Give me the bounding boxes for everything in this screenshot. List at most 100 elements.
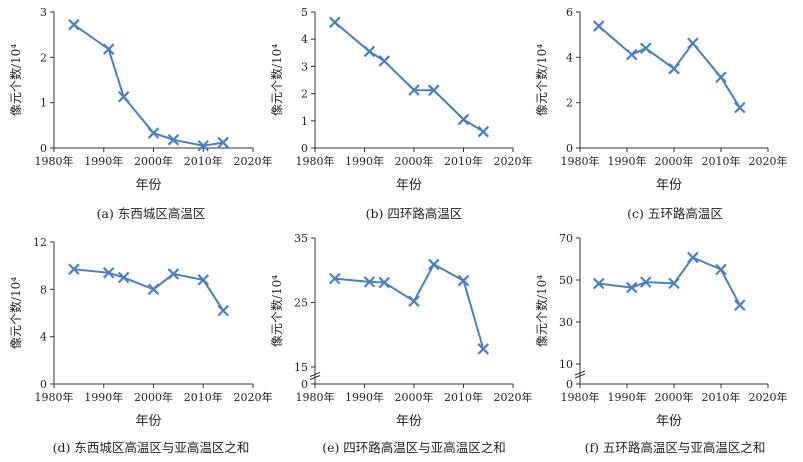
x-tick-label: 2020年 [749,154,788,168]
marker-stroke [68,263,80,275]
marker-stroke [378,55,391,67]
data-point-marker [329,16,341,29]
data-point-marker [715,263,727,276]
marker-stroke [715,71,727,84]
data-point-marker [734,299,746,311]
chart-panel-a: 1980年 1990年 2000年 2010年 2020年 0 1 2 3 像元个数/10⁴ 年份 (… [8,6,273,221]
marker-stroke [408,295,420,307]
chart-panel-d: 1980年 1990年 2000年 2010年 2020年 0 4 8 12 像元个数/10⁴ 年份… [8,236,273,455]
chart-panel-c: 1980年 1990年 2000年 2010年 2020年 0 2 4 6 像元个数/10⁴ 年份 (… [534,6,788,221]
x-tick-label: 2000年 [134,390,173,404]
data-point-marker [167,268,180,280]
data-point-marker [117,90,130,103]
marker-stroke [477,125,490,138]
marker-stroke [687,37,699,50]
data-point-marker [408,84,420,96]
data-point-marker [102,266,115,279]
x-tick-label: 1980年 [561,154,600,168]
marker-stroke [363,45,376,58]
x-axis-label: 年份 [135,178,161,193]
x-tick-label: 1980年 [35,154,74,168]
marker-stroke [477,343,490,355]
x-axis-label: 年份 [656,414,682,429]
marker-stroke [428,258,440,271]
y-tick-label: 30 [559,316,573,329]
y-tick-label: 3 [40,6,47,19]
y-tick-label: 4 [301,33,308,46]
panel-caption: (f) 五环路高温区与亚高温区之和 [585,440,766,455]
data-point-marker [117,271,130,284]
axis-break-mark [574,373,586,379]
y-tick-label: 1 [301,115,308,128]
marker-stroke [625,48,638,61]
marker-stroke [378,276,391,289]
y-tick-label: 0 [301,378,308,391]
y-tick-label: 70 [559,232,573,245]
series-line [73,23,224,147]
data-point-marker [68,18,80,31]
data-point-marker [68,263,80,275]
y-tick-label: 0 [40,142,47,155]
x-tick-label: 2000年 [134,154,173,168]
panel-caption: (a) 东西城区高温区 [97,206,206,221]
marker-stroke [734,101,746,114]
y-tick-label: 50 [559,274,573,287]
chart-panel-e: 1980年 1990年 2000年 2010年 2020年 0 15 25 35 像元个数/10⁴… [269,232,533,455]
x-tick-label: 2010年 [444,154,483,168]
marker-stroke [117,271,130,284]
data-point-marker [378,276,391,289]
x-axis-label: 年份 [135,414,161,429]
data-point-marker [408,295,420,307]
data-point-marker [593,20,605,32]
y-tick-label: 0 [566,378,573,391]
marker-stroke [147,283,160,296]
series-line [598,25,741,109]
x-tick-label: 2010年 [702,390,741,404]
y-tick-label: 6 [566,6,573,19]
series-line [598,256,741,306]
y-tick-label: 4 [566,51,573,64]
marker-stroke [217,136,229,149]
data-point-marker [625,48,638,61]
data-point-marker [687,37,699,50]
data-point-marker [625,281,638,294]
marker-stroke [197,139,210,152]
x-tick-label: 2020年 [234,390,273,404]
data-point-marker [668,62,680,75]
marker-stroke [329,16,341,29]
x-tick-label: 2010年 [184,154,223,168]
marker-stroke [428,84,440,97]
marker-stroke [640,42,652,55]
data-point-marker [715,71,727,84]
y-axis-label: 像元个数/10⁴ [534,44,549,116]
marker-stroke [363,276,376,288]
marker-stroke [167,134,180,146]
data-point-marker [102,43,115,55]
x-tick-label: 2000年 [655,154,694,168]
marker-stroke [715,263,727,276]
y-tick-label: 0 [40,378,47,391]
x-tick-label: 2000年 [655,390,694,404]
x-tick-label: 2020年 [494,154,533,168]
axis-break-mark [309,375,321,380]
marker-stroke [457,113,470,126]
panel-caption: (e) 四环路高温区与亚高温区之和 [322,440,506,455]
data-point-marker [329,272,341,285]
data-point-marker [734,101,746,114]
marker-stroke [593,277,605,290]
data-point-marker [457,113,470,126]
x-tick-label: 1980年 [35,390,74,404]
y-tick-label: 2 [566,97,573,110]
marker-stroke [102,266,115,279]
data-point-marker [428,84,440,97]
marker-stroke [329,272,341,285]
y-axis-label: 像元个数/10⁴ [269,44,284,116]
panel-caption: (d) 东西城区高温区与亚高温区之和 [53,440,250,455]
y-tick-label: 15 [294,361,308,374]
x-axis-label: 年份 [396,414,422,429]
y-axis-label: 像元个数/10⁴ [8,277,23,349]
marker-stroke [687,251,699,264]
panel-caption: (b) 四环路高温区 [366,206,463,221]
data-point-marker [640,42,652,55]
